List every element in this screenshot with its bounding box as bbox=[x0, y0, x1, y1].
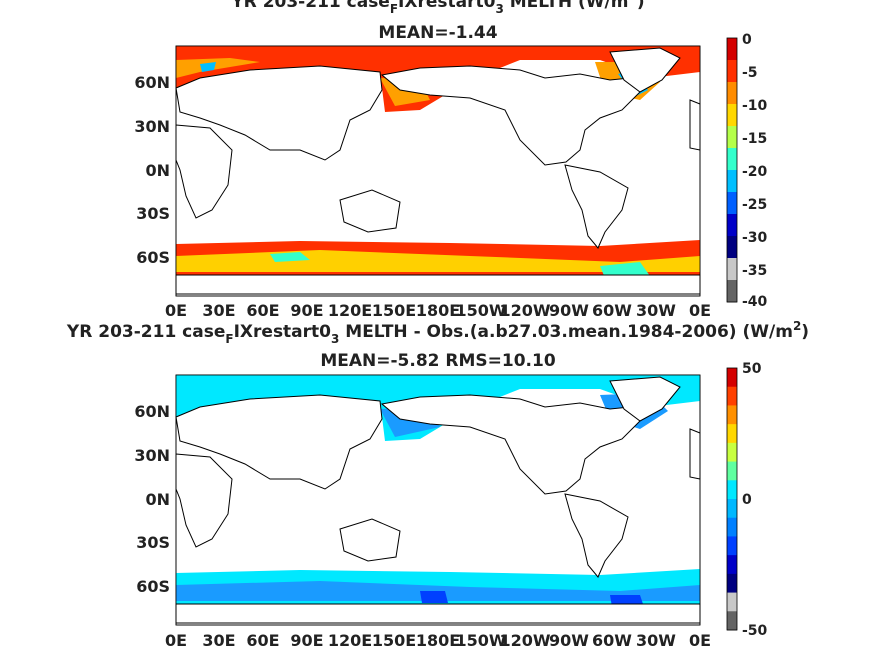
top-colorbar-ticks: 0 -5 -10 -15 -20 -25 -30 -35 -40 bbox=[742, 32, 768, 310]
bottom-panel: YR 203-211 caseFIXrestart03 MELTH - Obs.… bbox=[66, 319, 809, 650]
colorbar-swatch bbox=[727, 405, 737, 425]
svg-text:-40: -40 bbox=[742, 294, 768, 310]
svg-text:90W: 90W bbox=[549, 631, 589, 650]
top-south-inner bbox=[176, 250, 700, 272]
bottom-x-ticks: 0E 30E 60E 90E 120E 150E 180E 150W 120W … bbox=[165, 631, 711, 650]
colorbar-swatch bbox=[727, 573, 737, 594]
colorbar-swatch bbox=[727, 126, 737, 149]
svg-text:0E: 0E bbox=[689, 631, 711, 650]
svg-text:30E: 30E bbox=[202, 631, 235, 650]
colorbar-swatch bbox=[727, 60, 737, 83]
bottom-title: YR 203-211 caseFIXrestart03 MELTH - Obs.… bbox=[66, 319, 809, 346]
colorbar-swatch bbox=[727, 536, 737, 556]
top-map bbox=[175, 45, 701, 297]
colorbar-swatch bbox=[727, 442, 737, 463]
colorbar-swatch bbox=[727, 192, 737, 215]
svg-text:-30: -30 bbox=[742, 230, 768, 246]
colorbar-swatch bbox=[727, 386, 737, 406]
svg-text:60N: 60N bbox=[134, 402, 170, 421]
svg-text:-50: -50 bbox=[742, 623, 768, 639]
colorbar-swatch bbox=[727, 38, 737, 61]
colorbar-swatch bbox=[727, 82, 737, 105]
colorbar-swatch bbox=[727, 236, 737, 259]
top-title: YR 203-211 caseFIXrestart03 MELTH (W/m2) bbox=[230, 0, 644, 16]
svg-text:60N: 60N bbox=[134, 73, 170, 92]
colorbar-swatch bbox=[727, 611, 737, 631]
bottom-stats: MEAN=-5.82 RMS=10.10 bbox=[320, 351, 556, 371]
bottom-colorbar-ticks: 50 0 -50 bbox=[742, 361, 768, 639]
colorbar-frame bbox=[726, 367, 738, 631]
svg-text:60S: 60S bbox=[136, 248, 170, 267]
svg-text:0: 0 bbox=[742, 492, 752, 508]
colorbar-swatch bbox=[727, 104, 737, 127]
svg-text:0: 0 bbox=[742, 32, 752, 48]
svg-text:-35: -35 bbox=[742, 263, 767, 279]
svg-text:60W: 60W bbox=[592, 301, 632, 320]
svg-text:0N: 0N bbox=[145, 490, 170, 509]
svg-text:50: 50 bbox=[742, 361, 762, 377]
svg-text:30E: 30E bbox=[202, 301, 235, 320]
svg-text:30W: 30W bbox=[636, 301, 676, 320]
colorbar-swatch bbox=[727, 480, 737, 500]
colorbar-swatch bbox=[727, 592, 737, 612]
colorbar-swatch bbox=[727, 517, 737, 537]
colorbar-swatch bbox=[727, 424, 737, 444]
svg-text:120E: 120E bbox=[328, 631, 372, 650]
svg-text:-25: -25 bbox=[742, 197, 767, 213]
svg-text:0E: 0E bbox=[165, 301, 187, 320]
colorbar-swatch bbox=[727, 214, 737, 237]
svg-text:120E: 120E bbox=[328, 301, 372, 320]
top-colorbar bbox=[726, 37, 738, 303]
svg-text:30W: 30W bbox=[636, 631, 676, 650]
colorbar-swatch bbox=[727, 148, 737, 171]
svg-text:30N: 30N bbox=[134, 446, 170, 465]
colorbar-swatch bbox=[727, 461, 737, 481]
svg-text:0E: 0E bbox=[165, 631, 187, 650]
colorbar-swatch bbox=[727, 368, 737, 388]
top-x-ticks: 0E 30E 60E 90E 120E 150E 180E 150W 120W … bbox=[165, 301, 711, 320]
colorbar-swatch bbox=[727, 499, 737, 519]
svg-text:0E: 0E bbox=[689, 301, 711, 320]
bottom-map bbox=[175, 374, 701, 626]
colorbar-frame bbox=[726, 37, 738, 303]
svg-text:120W: 120W bbox=[499, 301, 550, 320]
svg-text:60E: 60E bbox=[246, 631, 279, 650]
svg-text:60E: 60E bbox=[246, 301, 279, 320]
bottom-colorbar bbox=[726, 367, 738, 631]
svg-text:60W: 60W bbox=[592, 631, 632, 650]
svg-text:60S: 60S bbox=[136, 577, 170, 596]
colorbar-swatch bbox=[727, 280, 737, 303]
svg-text:90E: 90E bbox=[290, 301, 323, 320]
svg-text:-15: -15 bbox=[742, 131, 767, 147]
svg-text:150W: 150W bbox=[455, 631, 506, 650]
svg-text:90E: 90E bbox=[290, 631, 323, 650]
colorbar-swatch bbox=[727, 258, 737, 281]
top-stats: MEAN=-1.44 bbox=[378, 23, 497, 43]
svg-text:150E: 150E bbox=[372, 301, 416, 320]
svg-text:90W: 90W bbox=[549, 301, 589, 320]
svg-text:-10: -10 bbox=[742, 98, 768, 114]
svg-text:-5: -5 bbox=[742, 65, 758, 81]
svg-text:0N: 0N bbox=[145, 161, 170, 180]
top-y-ticks: 60N 30N 0N 30S 60S bbox=[134, 73, 170, 267]
svg-text:180E: 180E bbox=[416, 301, 460, 320]
svg-text:30S: 30S bbox=[136, 204, 170, 223]
svg-text:150E: 150E bbox=[372, 631, 416, 650]
colorbar-swatch bbox=[727, 170, 737, 193]
top-panel: YR 203-211 caseFIXrestart03 MELTH (W/m2)… bbox=[134, 0, 767, 320]
svg-text:-20: -20 bbox=[742, 164, 768, 180]
svg-text:30S: 30S bbox=[136, 533, 170, 552]
svg-text:180E: 180E bbox=[416, 631, 460, 650]
bottom-y-ticks: 60N 30N 0N 30S 60S bbox=[134, 402, 170, 596]
svg-text:30N: 30N bbox=[134, 117, 170, 136]
svg-text:150W: 150W bbox=[455, 301, 506, 320]
colorbar-swatch bbox=[727, 555, 737, 575]
svg-text:120W: 120W bbox=[499, 631, 550, 650]
